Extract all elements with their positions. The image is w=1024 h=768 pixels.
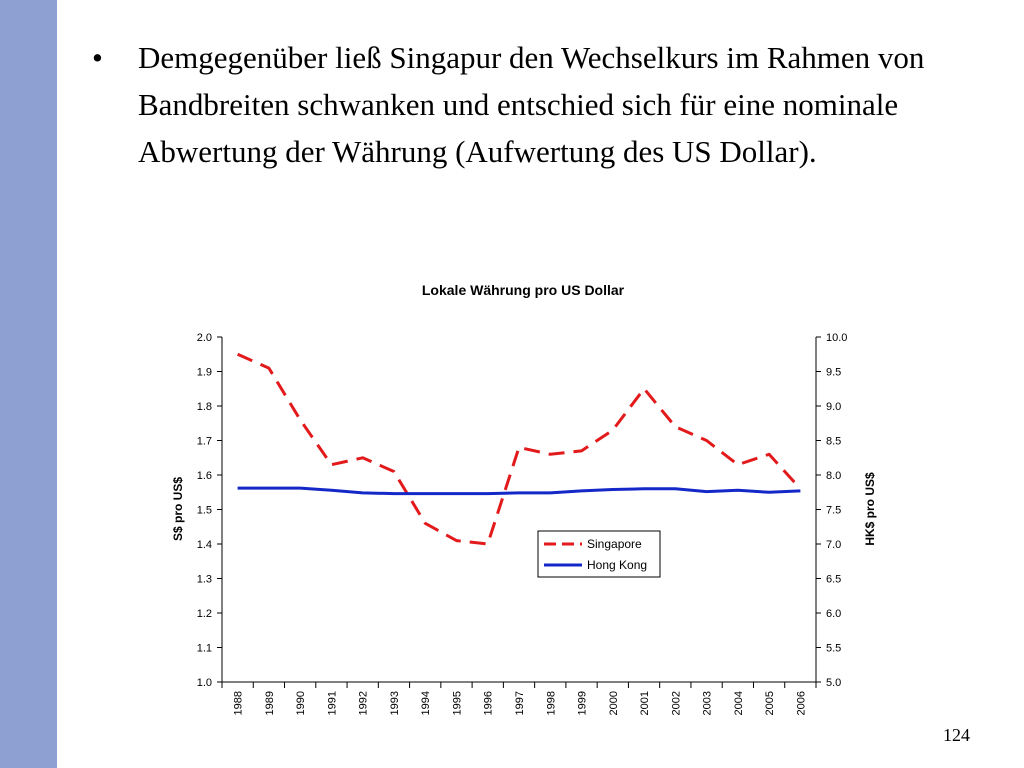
y-tick-label-left: 1.7 — [197, 436, 212, 448]
y-tick-label-right: 9.5 — [826, 367, 841, 379]
y-tick-label-left: 1.1 — [197, 643, 212, 655]
y-tick-label-left: 1.9 — [197, 367, 212, 379]
y-tick-label-right: 10.0 — [826, 332, 847, 344]
x-tick-label: 1994 — [420, 691, 432, 715]
x-tick-label: 2004 — [733, 691, 745, 715]
y-tick-label-right: 5.5 — [826, 643, 841, 655]
x-tick-label: 1992 — [358, 691, 370, 715]
y-tick-label-right: 6.5 — [826, 574, 841, 586]
y-tick-label-right: 7.0 — [826, 539, 841, 551]
x-tick-label: 1996 — [483, 691, 495, 715]
y-tick-label-left: 1.5 — [197, 505, 212, 517]
x-tick-label: 1990 — [295, 691, 307, 715]
chart-series — [236, 352, 802, 546]
chart-axes: 1.0 5.0 1.1 5.5 1.2 6.0 1.3 6.5 1.4 7.0 1.5 7.5 1.6 8… — [197, 332, 848, 715]
y-tick-label-right: 8.5 — [826, 436, 841, 448]
y-tick-label-left: 1.8 — [197, 401, 212, 413]
series-line-hong-kong — [237, 486, 801, 496]
slide-sidebar-bar — [0, 0, 57, 768]
x-tick-label: 2000 — [608, 691, 620, 715]
x-tick-label: 1995 — [451, 691, 463, 715]
y-tick-label-right: 5.0 — [826, 677, 841, 689]
y-tick-label-right: 8.0 — [826, 470, 841, 482]
chart-legend: Singapore Hong Kong — [537, 530, 661, 578]
legend-label: Hong Kong — [587, 558, 647, 572]
bullet-symbol: • — [92, 40, 103, 75]
legend-box — [537, 530, 661, 578]
y-tick-label-right: 9.0 — [826, 401, 841, 413]
legend-label: Singapore — [587, 537, 642, 551]
chart-title: Lokale Währung pro US Dollar — [422, 282, 625, 298]
x-tick-label: 1991 — [326, 691, 338, 715]
y-tick-label-left: 1.6 — [197, 470, 212, 482]
y-tick-label-right: 7.5 — [826, 505, 841, 517]
y-tick-label-left: 2.0 — [197, 332, 212, 344]
x-tick-label: 2006 — [795, 691, 807, 715]
x-tick-label: 1997 — [514, 691, 526, 715]
y-tick-label-left: 1.0 — [197, 677, 212, 689]
y-axis-label-right: HK$ pro US$ — [863, 472, 877, 546]
y-tick-label-right: 6.0 — [826, 608, 841, 620]
page-number: 124 — [943, 725, 970, 745]
x-tick-label: 1988 — [233, 691, 245, 715]
x-tick-label: 1989 — [264, 691, 276, 715]
x-tick-label: 1999 — [577, 691, 589, 715]
series-line-singapore — [236, 352, 802, 546]
x-tick-label: 2003 — [702, 691, 714, 715]
x-tick-label: 2002 — [670, 691, 682, 715]
x-tick-label: 2005 — [764, 691, 776, 715]
y-tick-label-left: 1.2 — [197, 608, 212, 620]
y-tick-label-left: 1.3 — [197, 574, 212, 586]
y-tick-label-left: 1.4 — [197, 539, 212, 551]
y-axis-label-left: S$ pro US$ — [171, 477, 185, 541]
x-tick-label: 1993 — [389, 691, 401, 715]
x-tick-label: 2001 — [639, 691, 651, 715]
bullet-text: Demgegenüber ließ Singapur den Wechselku… — [138, 40, 925, 169]
x-tick-label: 1998 — [545, 691, 557, 715]
